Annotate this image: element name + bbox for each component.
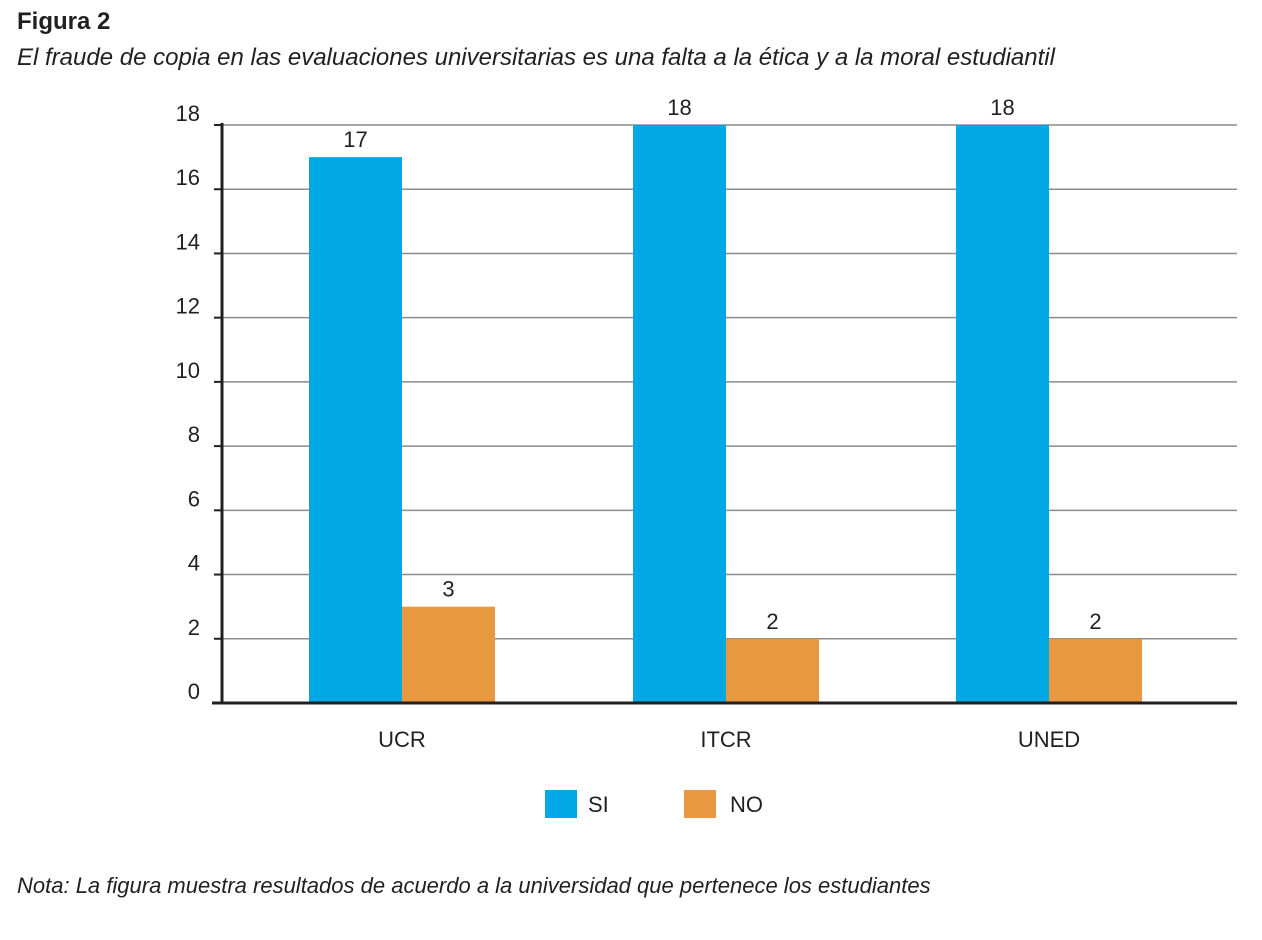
figure-label: Figura 2 [17, 8, 111, 35]
data-labels: 17 3 18 2 18 2 [343, 95, 1101, 634]
figure-title: El fraude de copia en las evaluaciones u… [17, 44, 1055, 71]
x-tick-label: ITCR [700, 727, 751, 752]
y-tick-label: 18 [176, 101, 200, 126]
legend-swatch-no [684, 790, 716, 818]
legend-swatch-si [545, 790, 577, 818]
y-tick-label: 0 [188, 679, 200, 704]
y-tick-label: 2 [188, 615, 200, 640]
legend-label-no: NO [730, 792, 763, 817]
figure-note: Nota: La figura muestra resultados de ac… [17, 873, 931, 898]
legend-label-si: SI [588, 792, 609, 817]
data-label: 18 [990, 95, 1014, 120]
bar-si-uned [956, 125, 1049, 703]
bar-no-uned [1049, 638, 1142, 703]
bar-si-itcr [633, 125, 726, 703]
bar-no-itcr [726, 638, 819, 703]
data-label: 3 [442, 577, 454, 602]
bars [309, 125, 1142, 704]
data-label: 2 [1089, 609, 1101, 634]
y-tick-label: 16 [176, 165, 200, 190]
y-axis-ticks: 0 2 4 6 8 10 12 14 16 18 [176, 101, 200, 704]
y-tick-label: 4 [188, 551, 200, 576]
legend: SI NO [545, 790, 763, 818]
data-label: 18 [667, 95, 691, 120]
x-tick-label: UNED [1018, 727, 1080, 752]
bar-no-ucr [402, 606, 495, 703]
x-axis-ticks: UCR ITCR UNED [378, 727, 1080, 752]
axes [212, 123, 1237, 705]
y-tick-label: 6 [188, 486, 200, 511]
y-tick-label: 12 [176, 294, 200, 319]
x-tick-label: UCR [378, 727, 426, 752]
data-label: 2 [766, 609, 778, 634]
y-tick-label: 8 [188, 422, 200, 447]
bar-si-ucr [309, 157, 402, 704]
y-tick-label: 10 [176, 358, 200, 383]
bar-chart: 0 2 4 6 8 10 12 14 16 18 17 3 18 2 18 2 UCR ITCR UNED SI… [176, 95, 1237, 818]
y-tick-label: 14 [176, 229, 200, 254]
data-label: 17 [343, 127, 367, 152]
